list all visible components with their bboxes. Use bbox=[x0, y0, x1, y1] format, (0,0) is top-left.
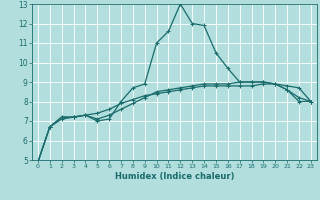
X-axis label: Humidex (Indice chaleur): Humidex (Indice chaleur) bbox=[115, 172, 234, 181]
